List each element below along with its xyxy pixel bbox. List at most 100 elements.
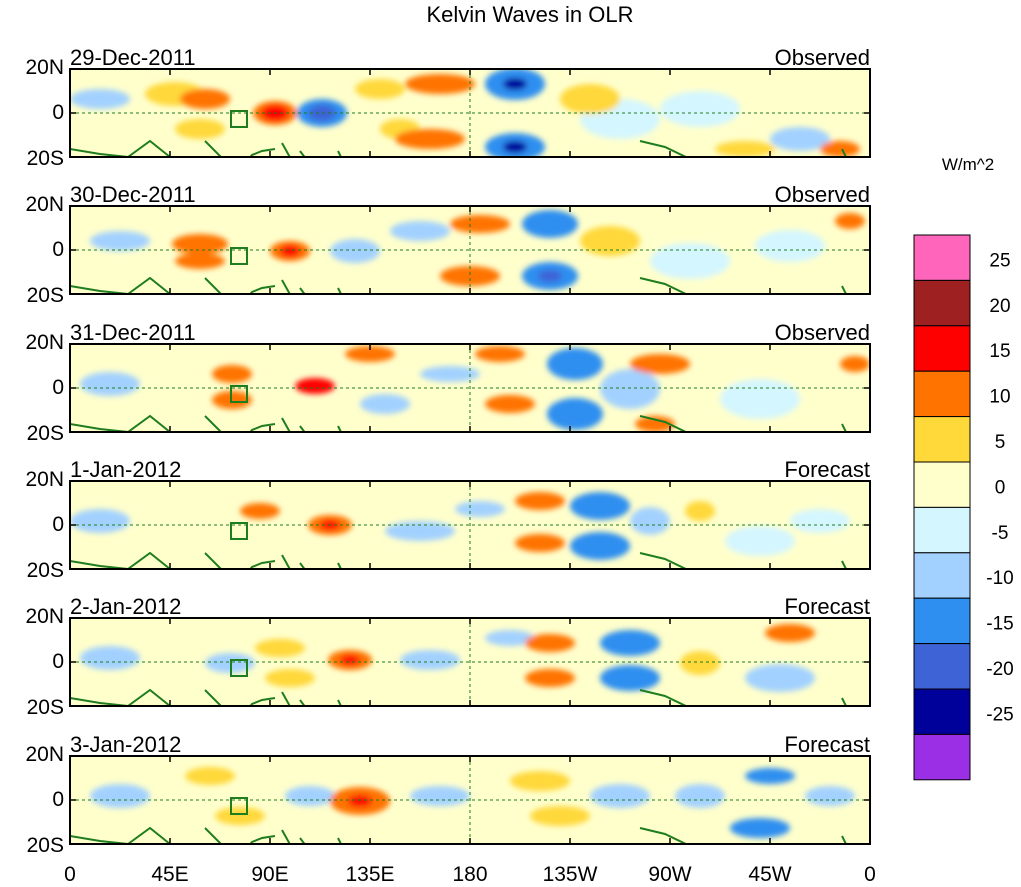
panel-type: Forecast xyxy=(784,594,870,619)
colorbar-swatch xyxy=(913,234,971,281)
anomaly-contour xyxy=(360,394,410,414)
panel-date: 29-Dec-2011 xyxy=(70,45,196,70)
anomaly-contour xyxy=(485,395,535,413)
y-tick-label: 20N xyxy=(25,468,64,491)
anomaly-contour xyxy=(70,509,130,533)
anomaly-map xyxy=(70,344,870,432)
colorbar-label: -10 xyxy=(986,568,1013,589)
anomaly-contour xyxy=(355,79,405,99)
colorbar-label: 25 xyxy=(989,250,1010,271)
anomaly-contour xyxy=(420,366,480,382)
y-tick-label: 0 xyxy=(52,788,64,811)
colorbar-label: -15 xyxy=(986,614,1013,635)
anomaly-contour xyxy=(70,89,130,109)
anomaly-contour xyxy=(475,346,525,362)
anomaly-contour xyxy=(745,768,795,784)
colorbar-swatch xyxy=(913,461,971,508)
anomaly-contour xyxy=(715,141,775,157)
anomaly-contour xyxy=(503,78,527,90)
anomaly-map xyxy=(70,69,870,157)
colorbar-swatch xyxy=(913,416,971,463)
panel: 29-Dec-2011 Observed 20N 0 20S xyxy=(25,45,871,170)
anomaly-contour xyxy=(215,807,265,825)
panel: 2-Jan-2012 Forecast 20N 0 20S xyxy=(25,594,871,719)
y-tick-label: 20S xyxy=(27,422,64,445)
anomaly-contour xyxy=(770,127,830,151)
panel-date: 3-Jan-2012 xyxy=(70,732,181,757)
panel-type: Observed xyxy=(775,320,870,345)
anomaly-contour xyxy=(600,369,660,409)
anomaly-contour xyxy=(730,818,790,838)
anomaly-contour xyxy=(485,630,535,646)
anomaly-contour xyxy=(450,215,510,233)
x-tick-label: 90W xyxy=(648,863,691,886)
anomaly-contour xyxy=(745,664,815,692)
anomaly-contour xyxy=(175,119,225,139)
panel-type: Forecast xyxy=(784,732,870,757)
anomaly-contour xyxy=(265,669,315,687)
anomaly-contour xyxy=(80,646,140,670)
anomaly-contour xyxy=(530,806,590,826)
colorbar-label: 15 xyxy=(989,341,1010,362)
anomaly-contour xyxy=(212,365,252,383)
anomaly-contour xyxy=(510,771,570,791)
colorbar-swatch xyxy=(913,643,971,690)
anomaly-contour xyxy=(400,650,460,670)
anomaly-contour xyxy=(405,74,475,94)
anomaly-contour xyxy=(820,141,860,157)
anomaly-contour xyxy=(395,129,465,149)
panel-date: 31-Dec-2011 xyxy=(70,320,196,345)
panel: 1-Jan-2012 Forecast 20N 0 20S xyxy=(25,457,871,582)
anomaly-contour xyxy=(840,356,870,372)
panel-date: 30-Dec-2011 xyxy=(70,182,196,207)
panel: 30-Dec-2011 Observed 20N 0 20S xyxy=(25,182,871,307)
colorbar-label: 10 xyxy=(989,387,1010,408)
anomaly-contour xyxy=(547,348,603,380)
anomaly-map xyxy=(70,481,870,569)
anomaly-contour xyxy=(630,507,670,535)
colorbar-label: 5 xyxy=(995,432,1006,453)
anomaly-contour xyxy=(348,795,372,807)
y-tick-label: 0 xyxy=(52,376,64,399)
anomaly-map xyxy=(70,618,870,706)
anomaly-contour xyxy=(525,634,575,652)
x-tick-label: 135W xyxy=(543,863,598,886)
colorbar-swatch xyxy=(913,733,971,781)
colorbar: 25 20 15 10 5 0 -5 -10 -15 -20 -25 xyxy=(913,234,1014,781)
anomaly-contour xyxy=(185,767,235,785)
anomaly-contour xyxy=(720,379,800,419)
y-tick-label: 20N xyxy=(25,193,64,216)
y-tick-label: 20N xyxy=(25,743,64,766)
anomaly-contour xyxy=(660,91,740,127)
anomaly-contour xyxy=(440,266,500,286)
anomaly-contour xyxy=(455,501,505,517)
anomaly-contour xyxy=(570,492,630,520)
anomaly-contour xyxy=(175,253,225,269)
anomaly-contour xyxy=(580,226,640,256)
x-axis-labels: 0 45E 90E 135E 180 135W 90W 45W 0 xyxy=(64,863,876,886)
colorbar-swatch xyxy=(913,688,971,735)
figure-title: Kelvin Waves in OLR xyxy=(426,2,633,27)
anomaly-contour xyxy=(240,503,280,519)
anomaly-contour xyxy=(650,243,730,279)
x-tick-label: 180 xyxy=(452,863,487,886)
anomaly-contour xyxy=(90,784,150,808)
colorbar-swatch xyxy=(913,597,971,645)
anomaly-contour xyxy=(765,624,815,642)
anomaly-contour xyxy=(390,221,450,241)
panel-type: Observed xyxy=(775,182,870,207)
region-box xyxy=(230,110,248,128)
y-tick-label: 0 xyxy=(52,101,64,124)
colorbar-label: -20 xyxy=(986,659,1013,680)
colorbar-swatch xyxy=(913,370,971,418)
anomaly-map xyxy=(70,206,870,294)
x-tick-label: 45E xyxy=(151,863,188,886)
y-tick-label: 20S xyxy=(27,284,64,307)
anomaly-contour xyxy=(600,630,660,656)
colorbar-swatch xyxy=(913,325,971,372)
anomaly-contour xyxy=(80,372,140,396)
panel-type: Observed xyxy=(775,45,870,70)
region-box xyxy=(230,659,248,677)
anomaly-contour xyxy=(805,786,855,806)
